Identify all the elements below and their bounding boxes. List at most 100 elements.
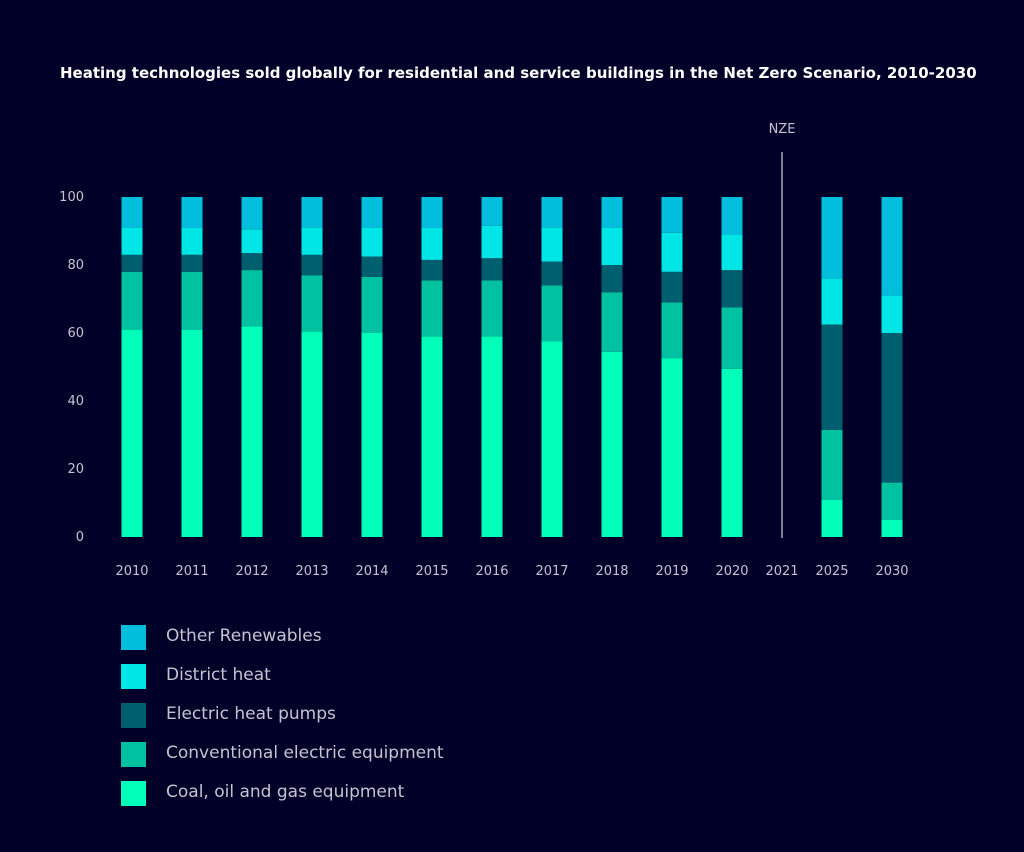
legend-label: Electric heat pumps <box>166 704 336 724</box>
bar-segment-2011-s2 <box>181 254 203 272</box>
bar-segment-2025-s4 <box>821 197 843 279</box>
bar-segment-2013-s4 <box>301 197 323 228</box>
bar-segment-2019-s3 <box>661 232 683 272</box>
bar-segment-2011-s1 <box>181 271 203 330</box>
bar-segment-2011-s3 <box>181 227 203 255</box>
y-tick-label: 100 <box>59 190 84 205</box>
bar-segment-2018-s2 <box>601 265 623 293</box>
bar-stack-2025 <box>821 197 843 537</box>
y-tick-label: 80 <box>67 258 84 273</box>
y-tick-label: 20 <box>67 462 84 477</box>
bar-stack-2016 <box>481 197 503 537</box>
x-tick-label: 2025 <box>815 564 848 579</box>
bar-segment-2015-s3 <box>421 227 443 260</box>
bar-segment-2020-s2 <box>721 270 743 308</box>
bar-segment-2017-s1 <box>541 285 563 342</box>
bar-segment-2020-s4 <box>721 197 743 235</box>
bar-segment-2016-s1 <box>481 280 503 337</box>
bar-segment-2012-s4 <box>241 197 263 230</box>
bar-stack-2019 <box>661 197 683 537</box>
x-tick-label: 2013 <box>295 564 328 579</box>
bar-segment-2025-s0 <box>821 499 843 537</box>
bar-segment-2015-s4 <box>421 197 443 228</box>
bar-segment-2019-s1 <box>661 302 683 359</box>
bar-segment-2013-s1 <box>301 275 323 332</box>
x-tick-label: 2016 <box>475 564 508 579</box>
x-tick-label: 2021 <box>765 564 798 579</box>
bar-stack-2010 <box>121 197 143 537</box>
bar-segment-2020-s0 <box>721 368 743 537</box>
x-tick-label: 2010 <box>115 564 148 579</box>
bar-segment-2018-s3 <box>601 227 623 265</box>
bar-segment-2017-s4 <box>541 197 563 228</box>
x-axis: 2010 2011 2012 2013 2014 2015 2016 2017 2018 2019… <box>115 564 908 579</box>
x-tick-label: 2017 <box>535 564 568 579</box>
bar-segment-2015-s2 <box>421 259 443 281</box>
bar-segment-2014-s1 <box>361 276 383 333</box>
nze-divider: NZE <box>769 122 796 538</box>
legend-swatch <box>121 742 146 767</box>
y-tick-label: 0 <box>76 530 84 545</box>
bar-segment-2010-s1 <box>121 271 143 330</box>
bar-segment-2019-s2 <box>661 271 683 303</box>
bar-segment-2013-s0 <box>301 331 323 537</box>
nze-label: NZE <box>769 122 796 137</box>
bar-stack-2013 <box>301 197 323 537</box>
bar-segment-2015-s0 <box>421 336 443 537</box>
bar-segment-2014-s4 <box>361 197 383 228</box>
y-tick-label: 40 <box>67 394 84 409</box>
bar-segment-2010-s3 <box>121 227 143 255</box>
chart-title: Heating technologies sold globally for r… <box>60 64 977 82</box>
bar-segment-2030-s1 <box>881 482 903 520</box>
bar-stack-2020 <box>721 197 743 537</box>
bar-segment-2019-s4 <box>661 197 683 233</box>
bars <box>121 197 903 537</box>
bar-segment-2010-s0 <box>121 329 143 537</box>
bar-segment-2030-s3 <box>881 295 903 333</box>
bar-segment-2012-s0 <box>241 326 263 537</box>
legend-swatch <box>121 625 146 650</box>
bar-segment-2017-s3 <box>541 227 563 262</box>
x-tick-label: 2011 <box>175 564 208 579</box>
x-tick-label: 2030 <box>875 564 908 579</box>
bar-segment-2012-s1 <box>241 270 263 327</box>
bar-segment-2025-s3 <box>821 278 843 325</box>
bar-segment-2010-s4 <box>121 197 143 228</box>
bar-stack-2014 <box>361 197 383 537</box>
bar-segment-2016-s4 <box>481 197 503 226</box>
bar-segment-2010-s2 <box>121 254 143 272</box>
bar-segment-2014-s3 <box>361 227 383 257</box>
legend-swatch <box>121 664 146 689</box>
legend-label: Other Renewables <box>166 626 322 646</box>
legend-label: Coal, oil and gas equipment <box>166 782 405 802</box>
bar-segment-2016-s3 <box>481 225 503 259</box>
legend-swatch <box>121 781 146 806</box>
bar-segment-2017-s2 <box>541 261 563 286</box>
bar-segment-2011-s4 <box>181 197 203 228</box>
y-axis: 0 20 40 60 80 100 <box>59 190 84 545</box>
bar-segment-2019-s0 <box>661 358 683 537</box>
bar-segment-2015-s1 <box>421 280 443 337</box>
x-tick-label: 2020 <box>715 564 748 579</box>
bar-stack-2017 <box>541 197 563 537</box>
bar-segment-2013-s2 <box>301 254 323 276</box>
x-tick-label: 2014 <box>355 564 388 579</box>
bar-stack-2012 <box>241 197 263 537</box>
bar-stack-2030 <box>881 197 903 537</box>
bar-segment-2020-s1 <box>721 307 743 369</box>
x-tick-label: 2018 <box>595 564 628 579</box>
y-tick-label: 60 <box>67 326 84 341</box>
bar-segment-2017-s0 <box>541 341 563 537</box>
bar-segment-2030-s0 <box>881 520 903 537</box>
bar-segment-2030-s4 <box>881 197 903 296</box>
bar-segment-2014-s0 <box>361 333 383 537</box>
bar-segment-2025-s2 <box>821 324 843 430</box>
legend-label: District heat <box>166 665 271 685</box>
bar-segment-2018-s0 <box>601 351 623 537</box>
x-tick-label: 2019 <box>655 564 688 579</box>
bar-stack-2011 <box>181 197 203 537</box>
bar-segment-2020-s3 <box>721 234 743 271</box>
bar-stack-2018 <box>601 197 623 537</box>
